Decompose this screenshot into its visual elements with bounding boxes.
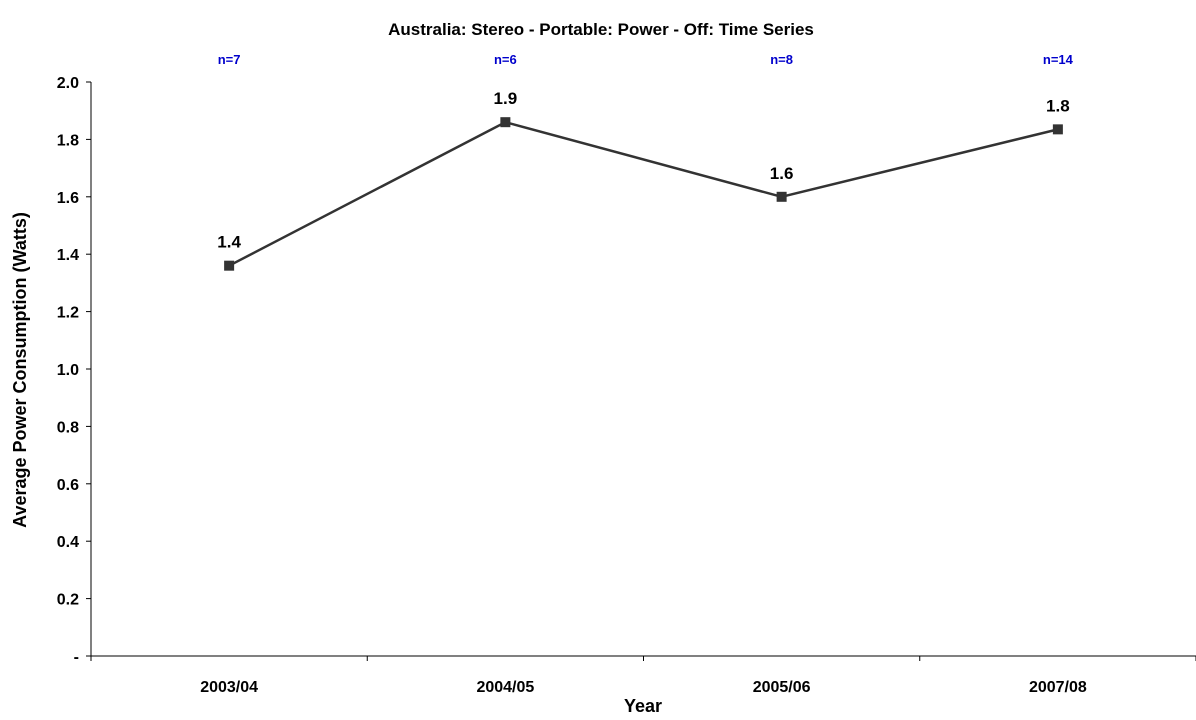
y-axis-title: Average Power Consumption (Watts)	[10, 212, 30, 528]
x-axis-title: Year	[624, 696, 662, 716]
x-tick-label: 2005/06	[753, 679, 811, 696]
y-tick-label: 0.2	[57, 592, 79, 609]
data-label: 1.4	[217, 233, 241, 252]
sample-size-label: n=7	[218, 52, 241, 67]
y-tick-label: -	[74, 649, 79, 666]
y-tick-label: 0.4	[57, 534, 79, 551]
y-tick-label: 2.0	[57, 75, 79, 92]
sample-size-label: n=6	[494, 52, 517, 67]
x-tick-label: 2003/04	[200, 679, 258, 696]
y-tick-label: 1.6	[57, 190, 79, 207]
x-tick-label: 2007/08	[1029, 679, 1087, 696]
plot-area: - 0.2 0.4 0.6 0.8 1.0 1.2 1.4 1.6 1.8 2.0 2003/04 20…	[57, 52, 1196, 696]
x-tick-label: 2004/05	[476, 679, 534, 696]
data-point-marker	[224, 260, 235, 271]
data-point-marker	[776, 191, 787, 202]
y-tick-label: 1.4	[57, 247, 79, 264]
data-point-marker	[500, 117, 511, 128]
chart-title: Australia: Stereo - Portable: Power - Of…	[388, 20, 814, 39]
y-tick-label: 1.2	[57, 305, 79, 322]
data-label: 1.8	[1046, 96, 1070, 115]
data-label: 1.6	[770, 164, 794, 183]
data-label: 1.9	[494, 89, 518, 108]
y-tick-label: 0.8	[57, 419, 79, 436]
y-tick-label: 1.8	[57, 132, 79, 149]
sample-size-label: n=8	[770, 52, 793, 67]
data-point-marker	[1052, 124, 1063, 135]
y-tick-label: 1.0	[57, 362, 79, 379]
sample-size-label: n=14	[1043, 52, 1074, 67]
series-line	[228, 120, 1059, 267]
y-tick-label: 0.6	[57, 477, 79, 494]
